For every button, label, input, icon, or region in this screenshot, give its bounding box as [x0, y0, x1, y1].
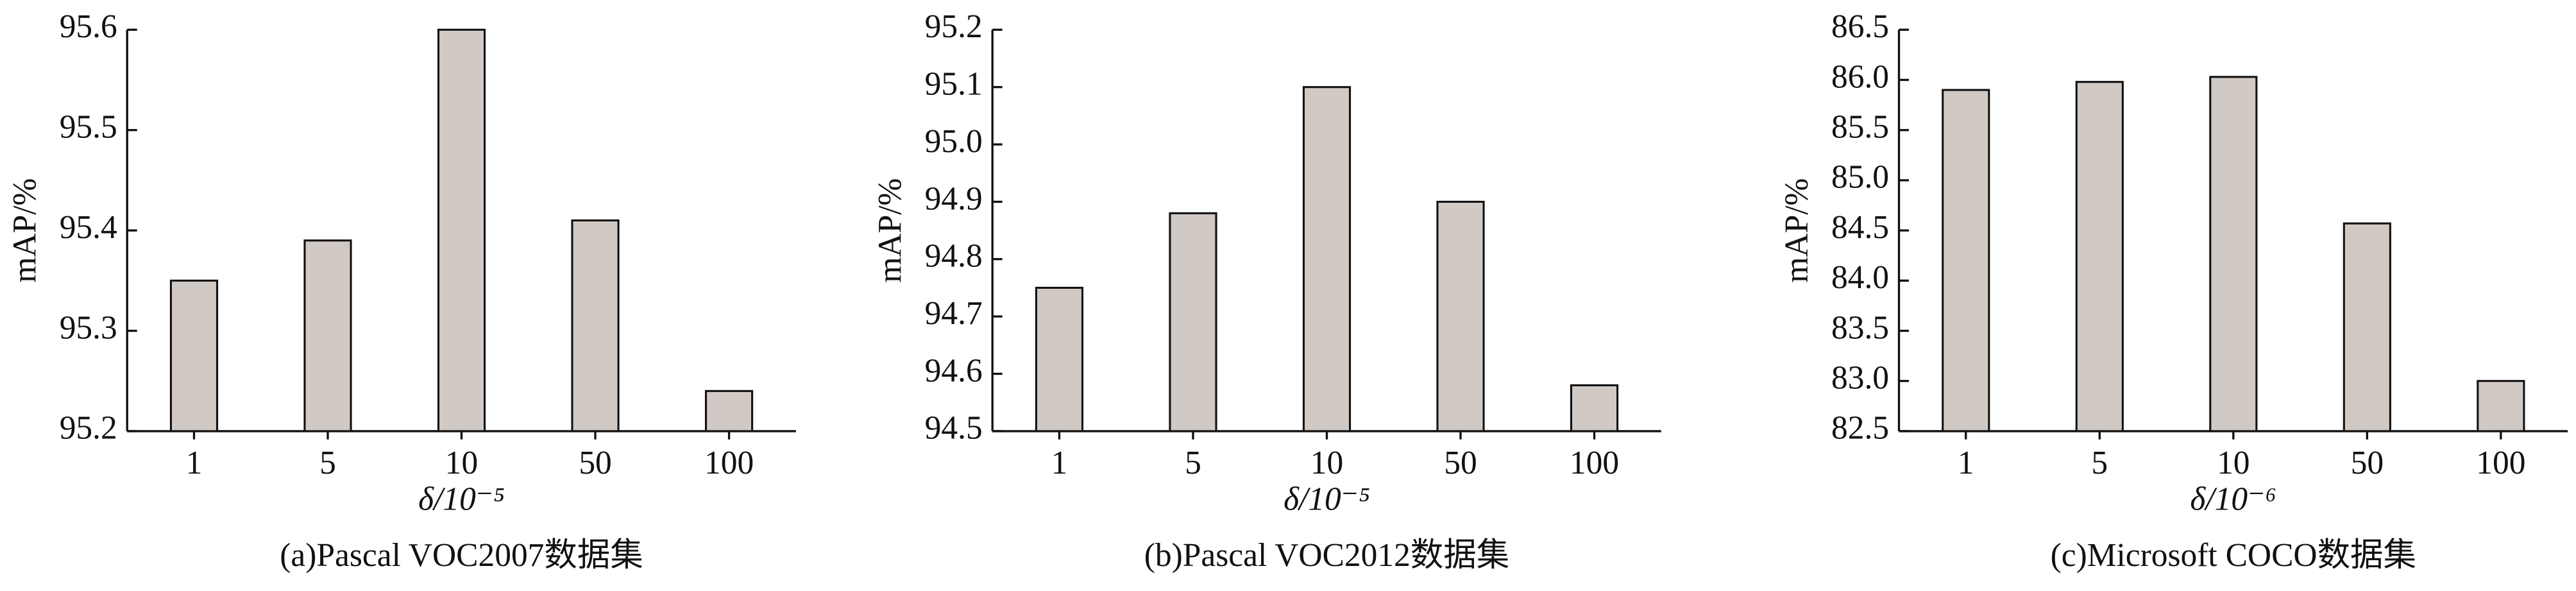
- y-axis-title: mAP/%: [872, 178, 909, 283]
- bar: [2477, 380, 2525, 433]
- x-axis-title: δ/10⁻⁵: [1284, 481, 1370, 517]
- caption: (a)Pascal VOC2007数据集: [280, 537, 643, 574]
- bar: [1942, 89, 1990, 433]
- y-tick-label: 94.6: [925, 352, 983, 389]
- x-tick-label: 100: [2476, 445, 2525, 481]
- y-tick-label: 84.0: [1831, 259, 1889, 296]
- y-tick-label: 94.5: [925, 410, 983, 447]
- bar: [2343, 222, 2391, 433]
- y-tick-label: 95.3: [60, 309, 117, 346]
- y-axis-title: mAP/%: [7, 178, 44, 283]
- y-tick-label: 86.0: [1831, 58, 1889, 95]
- bar: [1436, 200, 1485, 433]
- y-tick-label: 94.8: [925, 238, 983, 275]
- y-tick-label: 85.5: [1831, 109, 1889, 146]
- y-tick-label: 86.5: [1831, 8, 1889, 45]
- x-tick-label: 10: [2217, 445, 2250, 481]
- x-tick-label: 100: [1570, 445, 1619, 481]
- y-tick-label: 84.5: [1831, 209, 1889, 246]
- y-tick-label: 94.7: [925, 295, 983, 332]
- x-tick-label: 1: [1958, 445, 1974, 481]
- y-tick-label: 83.5: [1831, 309, 1889, 346]
- y-axis-title: mAP/%: [1779, 178, 1815, 283]
- x-tick-label: 50: [2351, 445, 2384, 481]
- bar: [704, 390, 754, 433]
- x-tick-label: 5: [319, 445, 336, 481]
- y-tick-label: 95.2: [60, 410, 117, 447]
- bar: [1302, 86, 1352, 433]
- y-tick-label: 83.0: [1831, 360, 1889, 397]
- bar: [437, 28, 486, 433]
- bar: [571, 219, 620, 433]
- bar: [1169, 212, 1217, 433]
- x-tick-label: 50: [1444, 445, 1477, 481]
- x-tick-label: 1: [186, 445, 203, 481]
- y-tick-label: 95.1: [925, 66, 983, 103]
- y-tick-label: 94.9: [925, 180, 983, 217]
- caption: (b)Pascal VOC2012数据集: [1144, 537, 1509, 574]
- x-axis-title: δ/10⁻⁵: [418, 481, 505, 517]
- bar: [2209, 76, 2258, 433]
- bar: [1570, 384, 1619, 433]
- x-tick-label: 5: [1185, 445, 1201, 481]
- x-tick-label: 50: [579, 445, 611, 481]
- y-tick-label: 95.6: [60, 8, 117, 45]
- bar: [169, 279, 219, 433]
- y-tick-label: 95.2: [925, 8, 983, 45]
- x-tick-label: 1: [1051, 445, 1068, 481]
- x-tick-label: 10: [1310, 445, 1343, 481]
- bar: [303, 239, 352, 433]
- x-tick-label: 100: [704, 445, 754, 481]
- bar: [1035, 286, 1084, 433]
- y-tick-label: 95.0: [925, 123, 983, 160]
- y-tick-label: 82.5: [1831, 410, 1889, 447]
- y-tick-label: 95.4: [60, 209, 117, 246]
- caption: (c)Microsoft COCO数据集: [2051, 537, 2416, 574]
- x-axis-title: δ/10⁻⁶: [2190, 481, 2276, 517]
- x-tick-label: 5: [2091, 445, 2108, 481]
- y-tick-label: 95.5: [60, 109, 117, 146]
- x-tick-label: 10: [445, 445, 478, 481]
- y-tick-label: 85.0: [1831, 159, 1889, 196]
- bar: [2075, 81, 2124, 433]
